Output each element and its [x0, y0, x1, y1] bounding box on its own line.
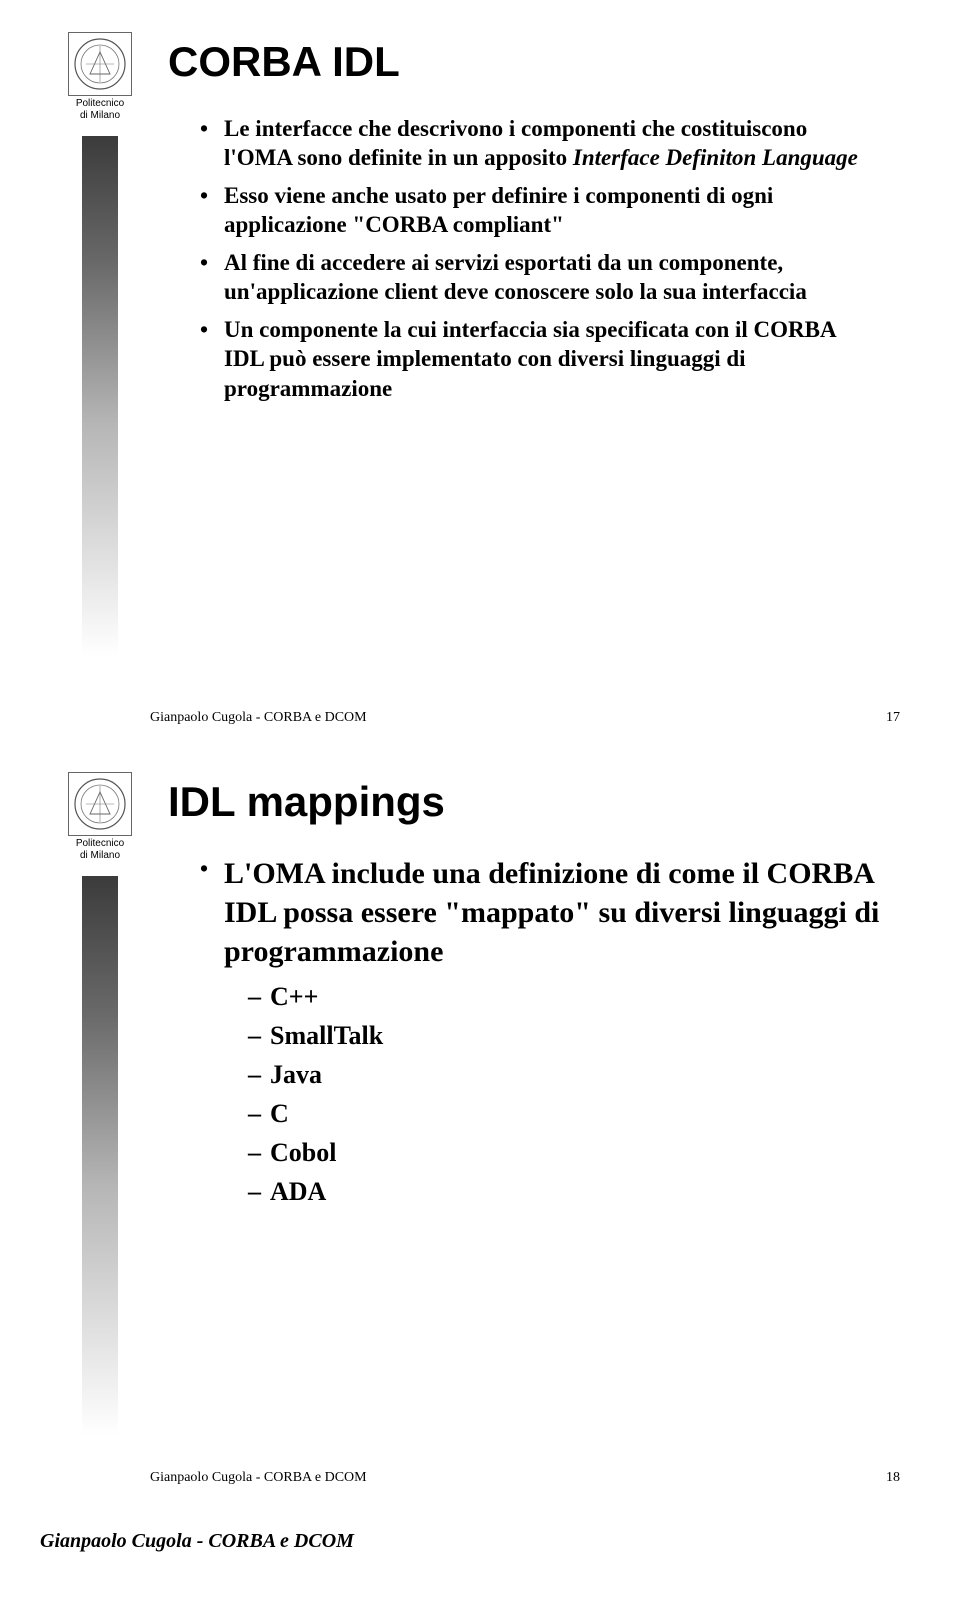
slide-2: Politecnico di Milano IDL mappings L'OMA…: [0, 740, 960, 1500]
slide-content: Le interfacce che descrivono i component…: [200, 114, 880, 403]
bullet-text: L'OMA include una definizione di come il…: [224, 857, 879, 968]
footer-page-number: 17: [886, 710, 900, 726]
bullet-list: L'OMA include una definizione di come il…: [200, 854, 880, 1211]
sub-item: Cobol: [248, 1133, 880, 1172]
sub-item-text: Cobol: [270, 1138, 336, 1167]
sub-item: Java: [248, 1055, 880, 1094]
bullet-list: Le interfacce che descrivono i component…: [200, 114, 880, 403]
seal-icon: [72, 36, 128, 92]
logo-column: Politecnico di Milano: [60, 32, 140, 656]
logo-column: Politecnico di Milano: [60, 772, 140, 1436]
slide-title: IDL mappings: [168, 778, 900, 826]
bullet-text: Esso viene anche usato per definire i co…: [224, 183, 773, 237]
bullet-text: Al fine di accedere ai servizi esportati…: [224, 250, 807, 304]
seal-icon: [72, 776, 128, 832]
institution-name-line2: di Milano: [80, 850, 120, 862]
slide-footer: Gianpaolo Cugola - CORBA e DCOM 17: [150, 710, 900, 726]
side-gradient: [82, 136, 118, 656]
bullet-text-italic: Interface Definiton Language: [573, 145, 858, 170]
sub-item: C++: [248, 977, 880, 1016]
bullet-item: Le interfacce che descrivono i component…: [200, 114, 880, 173]
bullet-item: Al fine di accedere ai servizi esportati…: [200, 248, 880, 307]
sub-item-text: ADA: [270, 1177, 326, 1206]
institution-name-line1: Politecnico: [76, 838, 124, 850]
page-footer: Gianpaolo Cugola - CORBA e DCOM: [0, 1500, 960, 1593]
sub-item-text: C++: [270, 982, 318, 1011]
slide-1: Politecnico di Milano CORBA IDL Le inter…: [0, 0, 960, 740]
institution-logo: [68, 772, 132, 836]
slide-footer: Gianpaolo Cugola - CORBA e DCOM 18: [150, 1470, 900, 1486]
institution-name-line2: di Milano: [80, 110, 120, 122]
bullet-item: Un componente la cui interfaccia sia spe…: [200, 315, 880, 403]
bullet-item: L'OMA include una definizione di come il…: [200, 854, 880, 1211]
footer-left: Gianpaolo Cugola - CORBA e DCOM: [150, 710, 367, 726]
sub-item-text: SmallTalk: [270, 1021, 383, 1050]
footer-left: Gianpaolo Cugola - CORBA e DCOM: [150, 1470, 367, 1486]
sub-item: SmallTalk: [248, 1016, 880, 1055]
sub-list: C++ SmallTalk Java C Cobol ADA: [248, 977, 880, 1211]
footer-page-number: 18: [886, 1470, 900, 1486]
sub-item-text: C: [270, 1099, 289, 1128]
bullet-text: Un componente la cui interfaccia sia spe…: [224, 317, 835, 401]
bullet-item: Esso viene anche usato per definire i co…: [200, 181, 880, 240]
institution-logo: [68, 32, 132, 96]
institution-name-line1: Politecnico: [76, 98, 124, 110]
slide-content: L'OMA include una definizione di come il…: [200, 854, 880, 1211]
slide-title: CORBA IDL: [168, 38, 900, 86]
sub-item-text: Java: [270, 1060, 322, 1089]
sub-item: C: [248, 1094, 880, 1133]
sub-item: ADA: [248, 1172, 880, 1211]
side-gradient: [82, 876, 118, 1436]
